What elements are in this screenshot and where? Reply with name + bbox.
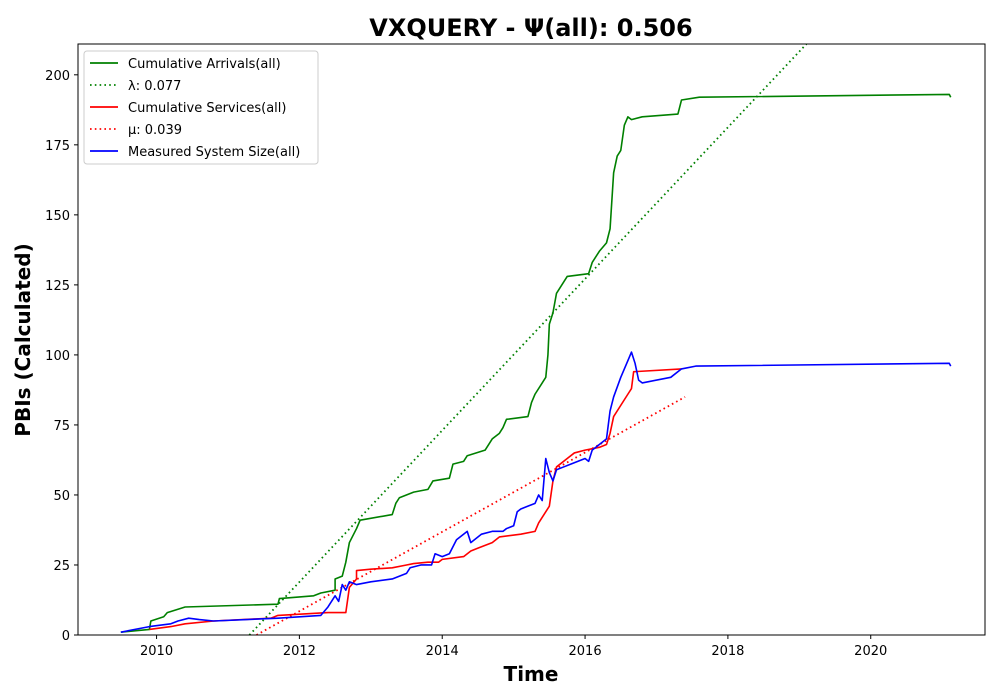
y-axis-title: PBIs (Calculated) — [11, 243, 35, 436]
x-tick-label: 2010 — [140, 644, 173, 659]
chart-title: VXQUERY - Ψ(all): 0.506 — [369, 14, 692, 42]
legend-label: λ: 0.077 — [128, 79, 181, 94]
y-tick-label: 0 — [62, 629, 70, 644]
legend-label: Measured System Size(all) — [128, 145, 300, 160]
y-tick-label: 175 — [45, 139, 70, 154]
y-tick-label: 125 — [45, 279, 70, 294]
x-axis: 2010 2012 2014 2016 2018 2020 — [140, 635, 887, 659]
plot-area — [120, 44, 952, 635]
y-tick-label: 200 — [45, 69, 70, 84]
x-tick-label: 2016 — [569, 644, 602, 659]
y-tick-label: 75 — [53, 419, 70, 434]
series-line-5 — [120, 351, 952, 633]
legend-box — [83, 50, 319, 165]
y-tick-label: 100 — [45, 349, 70, 364]
x-tick-label: 2018 — [711, 644, 744, 659]
legend-label: μ: 0.039 — [128, 123, 182, 138]
y-tick-label: 50 — [53, 489, 70, 504]
x-tick-label: 2014 — [426, 644, 459, 659]
series-line-2 — [248, 44, 808, 635]
legend-label: Cumulative Services(all) — [128, 101, 286, 116]
plot-frame — [77, 43, 986, 636]
series-line-1 — [120, 93, 952, 633]
x-tick-label: 2012 — [283, 644, 316, 659]
series-line-4 — [256, 396, 686, 635]
series-line-3 — [149, 368, 682, 631]
x-tick-label: 2020 — [854, 644, 887, 659]
x-axis-title: Time — [504, 662, 559, 686]
y-axis: 0 25 50 75 100 125 150 175 200 — [45, 69, 78, 644]
legend: Cumulative Arrivals(all) λ: 0.077 Cumulati… — [83, 50, 319, 165]
y-tick-label: 150 — [45, 209, 70, 224]
legend-label: Cumulative Arrivals(all) — [128, 57, 281, 72]
y-tick-label: 25 — [53, 559, 70, 574]
